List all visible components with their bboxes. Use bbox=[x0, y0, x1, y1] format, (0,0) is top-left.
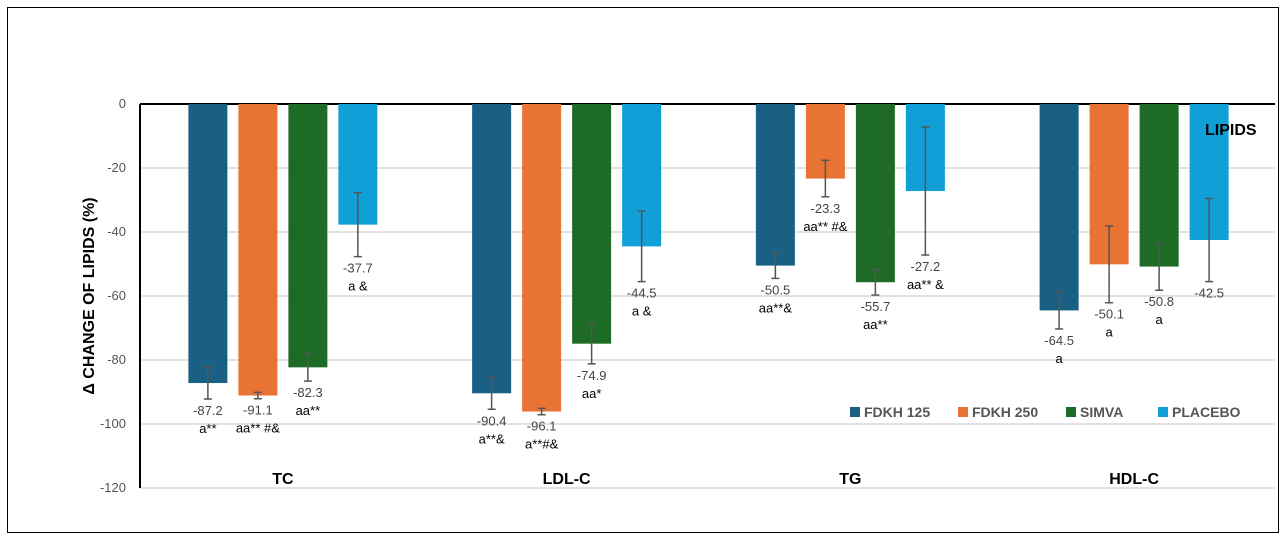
legend-swatch bbox=[958, 407, 968, 417]
y-tick-label: -20 bbox=[107, 160, 126, 175]
legend-swatch bbox=[1066, 407, 1076, 417]
bar bbox=[855, 104, 895, 283]
chart-title: LIPIDS bbox=[1205, 122, 1257, 139]
data-label: -23.3 bbox=[811, 201, 841, 216]
y-tick-label: -100 bbox=[100, 416, 126, 431]
legend-label: FDKH 125 bbox=[864, 404, 930, 420]
bar bbox=[472, 104, 512, 394]
data-label: -96.1 bbox=[527, 419, 557, 434]
significance-label: aa** bbox=[296, 403, 321, 418]
bar bbox=[755, 104, 795, 266]
category-label: LDL-C bbox=[543, 471, 591, 488]
significance-label: a** bbox=[199, 421, 216, 436]
bar bbox=[572, 104, 612, 344]
data-label: -37.7 bbox=[343, 261, 373, 276]
category-label: HDL-C bbox=[1109, 471, 1159, 488]
significance-label: a & bbox=[348, 279, 368, 294]
legend-swatch bbox=[850, 407, 860, 417]
data-label: -82.3 bbox=[293, 385, 323, 400]
significance-label: aa* bbox=[582, 386, 602, 401]
significance-label: a bbox=[1156, 312, 1164, 327]
bar bbox=[288, 104, 328, 368]
significance-label: aa** bbox=[863, 317, 888, 332]
chart-frame bbox=[7, 7, 1279, 533]
significance-label: a bbox=[1056, 351, 1064, 366]
significance-label: a**#& bbox=[525, 437, 559, 452]
y-axis-label: Δ CHANGE OF LIPIDS (%) bbox=[81, 197, 98, 394]
data-label: -90.4 bbox=[477, 413, 507, 428]
bar bbox=[522, 104, 562, 412]
data-label: -50.5 bbox=[761, 282, 791, 297]
category-label: TC bbox=[272, 471, 294, 488]
legend-swatch bbox=[1158, 407, 1168, 417]
data-label: -27.2 bbox=[911, 259, 941, 274]
data-label: -44.5 bbox=[627, 286, 657, 301]
y-tick-label: 0 bbox=[119, 96, 126, 111]
data-label: -64.5 bbox=[1044, 333, 1074, 348]
data-label: -50.8 bbox=[1144, 294, 1174, 309]
significance-label: aa** #& bbox=[236, 421, 280, 436]
y-tick-label: -40 bbox=[107, 224, 126, 239]
significance-label: aa** #& bbox=[803, 219, 847, 234]
data-label: -87.2 bbox=[193, 403, 223, 418]
bar bbox=[1039, 104, 1079, 311]
category-label: TG bbox=[839, 471, 861, 488]
y-tick-label: -80 bbox=[107, 352, 126, 367]
significance-label: a bbox=[1106, 325, 1114, 340]
legend-label: PLACEBO bbox=[1172, 404, 1241, 420]
y-tick-label: -120 bbox=[100, 480, 126, 495]
significance-label: a**& bbox=[479, 431, 505, 446]
data-label: -42.5 bbox=[1194, 286, 1224, 301]
data-label: -91.1 bbox=[243, 403, 273, 418]
legend-label: FDKH 250 bbox=[972, 404, 1038, 420]
bar bbox=[238, 104, 278, 396]
significance-label: aa**& bbox=[759, 300, 793, 315]
data-label: -55.7 bbox=[861, 299, 891, 314]
significance-label: a & bbox=[632, 304, 652, 319]
data-label: -74.9 bbox=[577, 368, 607, 383]
data-label: -50.1 bbox=[1094, 307, 1124, 322]
bar bbox=[1139, 104, 1179, 267]
legend-label: SIMVA bbox=[1080, 404, 1123, 420]
significance-label: aa** & bbox=[907, 277, 944, 292]
y-tick-label: -60 bbox=[107, 288, 126, 303]
bar bbox=[188, 104, 228, 384]
